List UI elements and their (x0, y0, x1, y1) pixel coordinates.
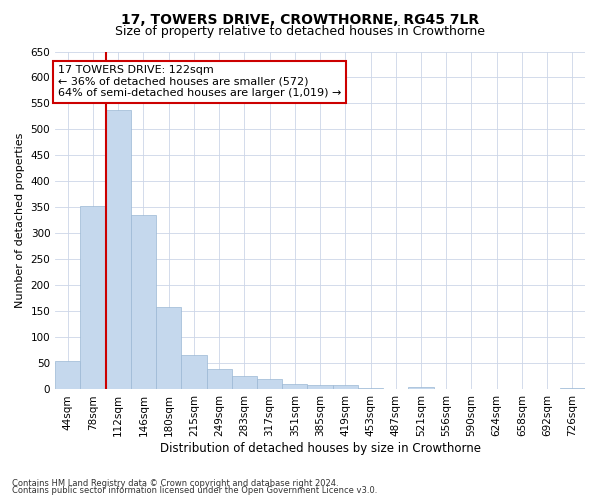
Text: 17, TOWERS DRIVE, CROWTHORNE, RG45 7LR: 17, TOWERS DRIVE, CROWTHORNE, RG45 7LR (121, 12, 479, 26)
X-axis label: Distribution of detached houses by size in Crowthorne: Distribution of detached houses by size … (160, 442, 481, 455)
Bar (282, 384, 307, 390)
Text: Contains HM Land Registry data © Crown copyright and database right 2024.: Contains HM Land Registry data © Crown c… (12, 478, 338, 488)
Text: Contains public sector information licensed under the Open Government Licence v3: Contains public sector information licen… (12, 486, 377, 495)
Bar (55, 361, 80, 390)
Bar (307, 386, 332, 390)
Bar (560, 388, 585, 390)
Bar (156, 308, 181, 390)
Bar (257, 379, 282, 390)
Bar (80, 206, 106, 390)
Bar (232, 376, 257, 390)
Y-axis label: Number of detached properties: Number of detached properties (15, 133, 25, 308)
Bar (131, 216, 156, 390)
Bar (206, 368, 232, 390)
Bar (181, 354, 206, 390)
Text: Size of property relative to detached houses in Crowthorne: Size of property relative to detached ho… (115, 25, 485, 38)
Bar (332, 386, 358, 390)
Bar (409, 387, 434, 390)
Text: 17 TOWERS DRIVE: 122sqm
← 36% of detached houses are smaller (572)
64% of semi-d: 17 TOWERS DRIVE: 122sqm ← 36% of detache… (58, 65, 341, 98)
Bar (106, 110, 131, 390)
Bar (358, 388, 383, 390)
